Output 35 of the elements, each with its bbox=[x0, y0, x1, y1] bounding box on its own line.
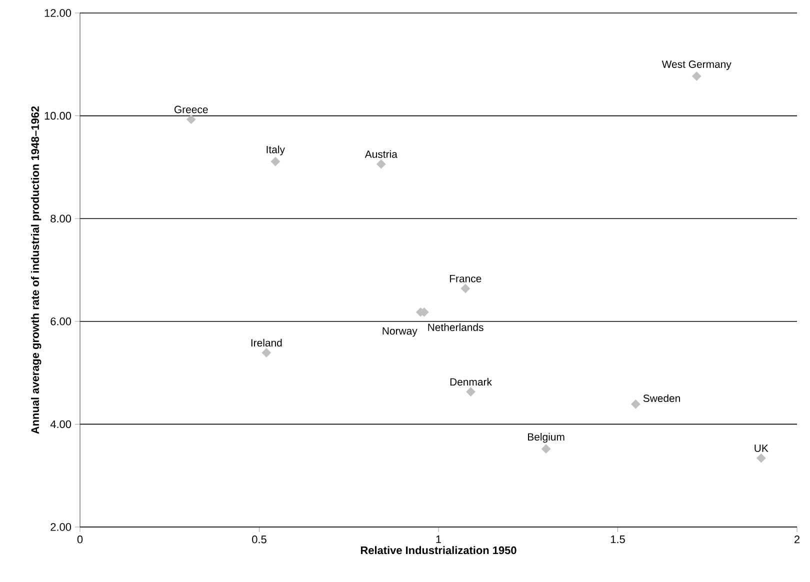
x-tick-label: 0 bbox=[77, 536, 83, 544]
point bbox=[466, 387, 476, 397]
series-label: Belgium bbox=[528, 432, 564, 443]
x-tick-label: 1.5 bbox=[610, 536, 625, 544]
series-label: Netherlands bbox=[428, 323, 484, 332]
series-label: Norway bbox=[382, 327, 418, 337]
y-axis-title: Annual average growth rate of industrial production 1948–1962 bbox=[30, 106, 42, 434]
series-label: Austria bbox=[364, 150, 398, 158]
point bbox=[460, 284, 470, 294]
series-label: Denmark bbox=[450, 378, 492, 386]
y-tick-label: 12.00 bbox=[44, 9, 72, 17]
y-tick-label: 2.00 bbox=[50, 523, 72, 531]
series-label: West Germany bbox=[662, 60, 732, 70]
series-label: France bbox=[450, 275, 482, 282]
x-tick-label: 0.5 bbox=[252, 536, 266, 544]
point bbox=[376, 159, 386, 169]
point bbox=[186, 114, 196, 124]
series-label: Italy bbox=[266, 146, 285, 156]
series-label: Sweden bbox=[643, 394, 680, 402]
x-tick-label: 1 bbox=[436, 536, 442, 544]
series-label: Greece bbox=[174, 106, 208, 114]
y-tick-label: 8.00 bbox=[50, 214, 72, 222]
point bbox=[756, 453, 766, 463]
series-label: Ireland bbox=[251, 338, 282, 347]
y-tick-label: 4.00 bbox=[50, 420, 72, 428]
y-tick-label: 10.00 bbox=[44, 112, 72, 120]
point bbox=[262, 348, 272, 358]
series-label: UK bbox=[754, 444, 768, 452]
point bbox=[630, 399, 640, 409]
point bbox=[270, 156, 280, 166]
y-tick-label: 6.00 bbox=[50, 318, 72, 326]
x-axis-title: Relative Industrialization 1950 bbox=[360, 546, 516, 554]
x-tick-label: 2 bbox=[794, 536, 800, 544]
point bbox=[692, 71, 702, 81]
point bbox=[541, 444, 551, 454]
